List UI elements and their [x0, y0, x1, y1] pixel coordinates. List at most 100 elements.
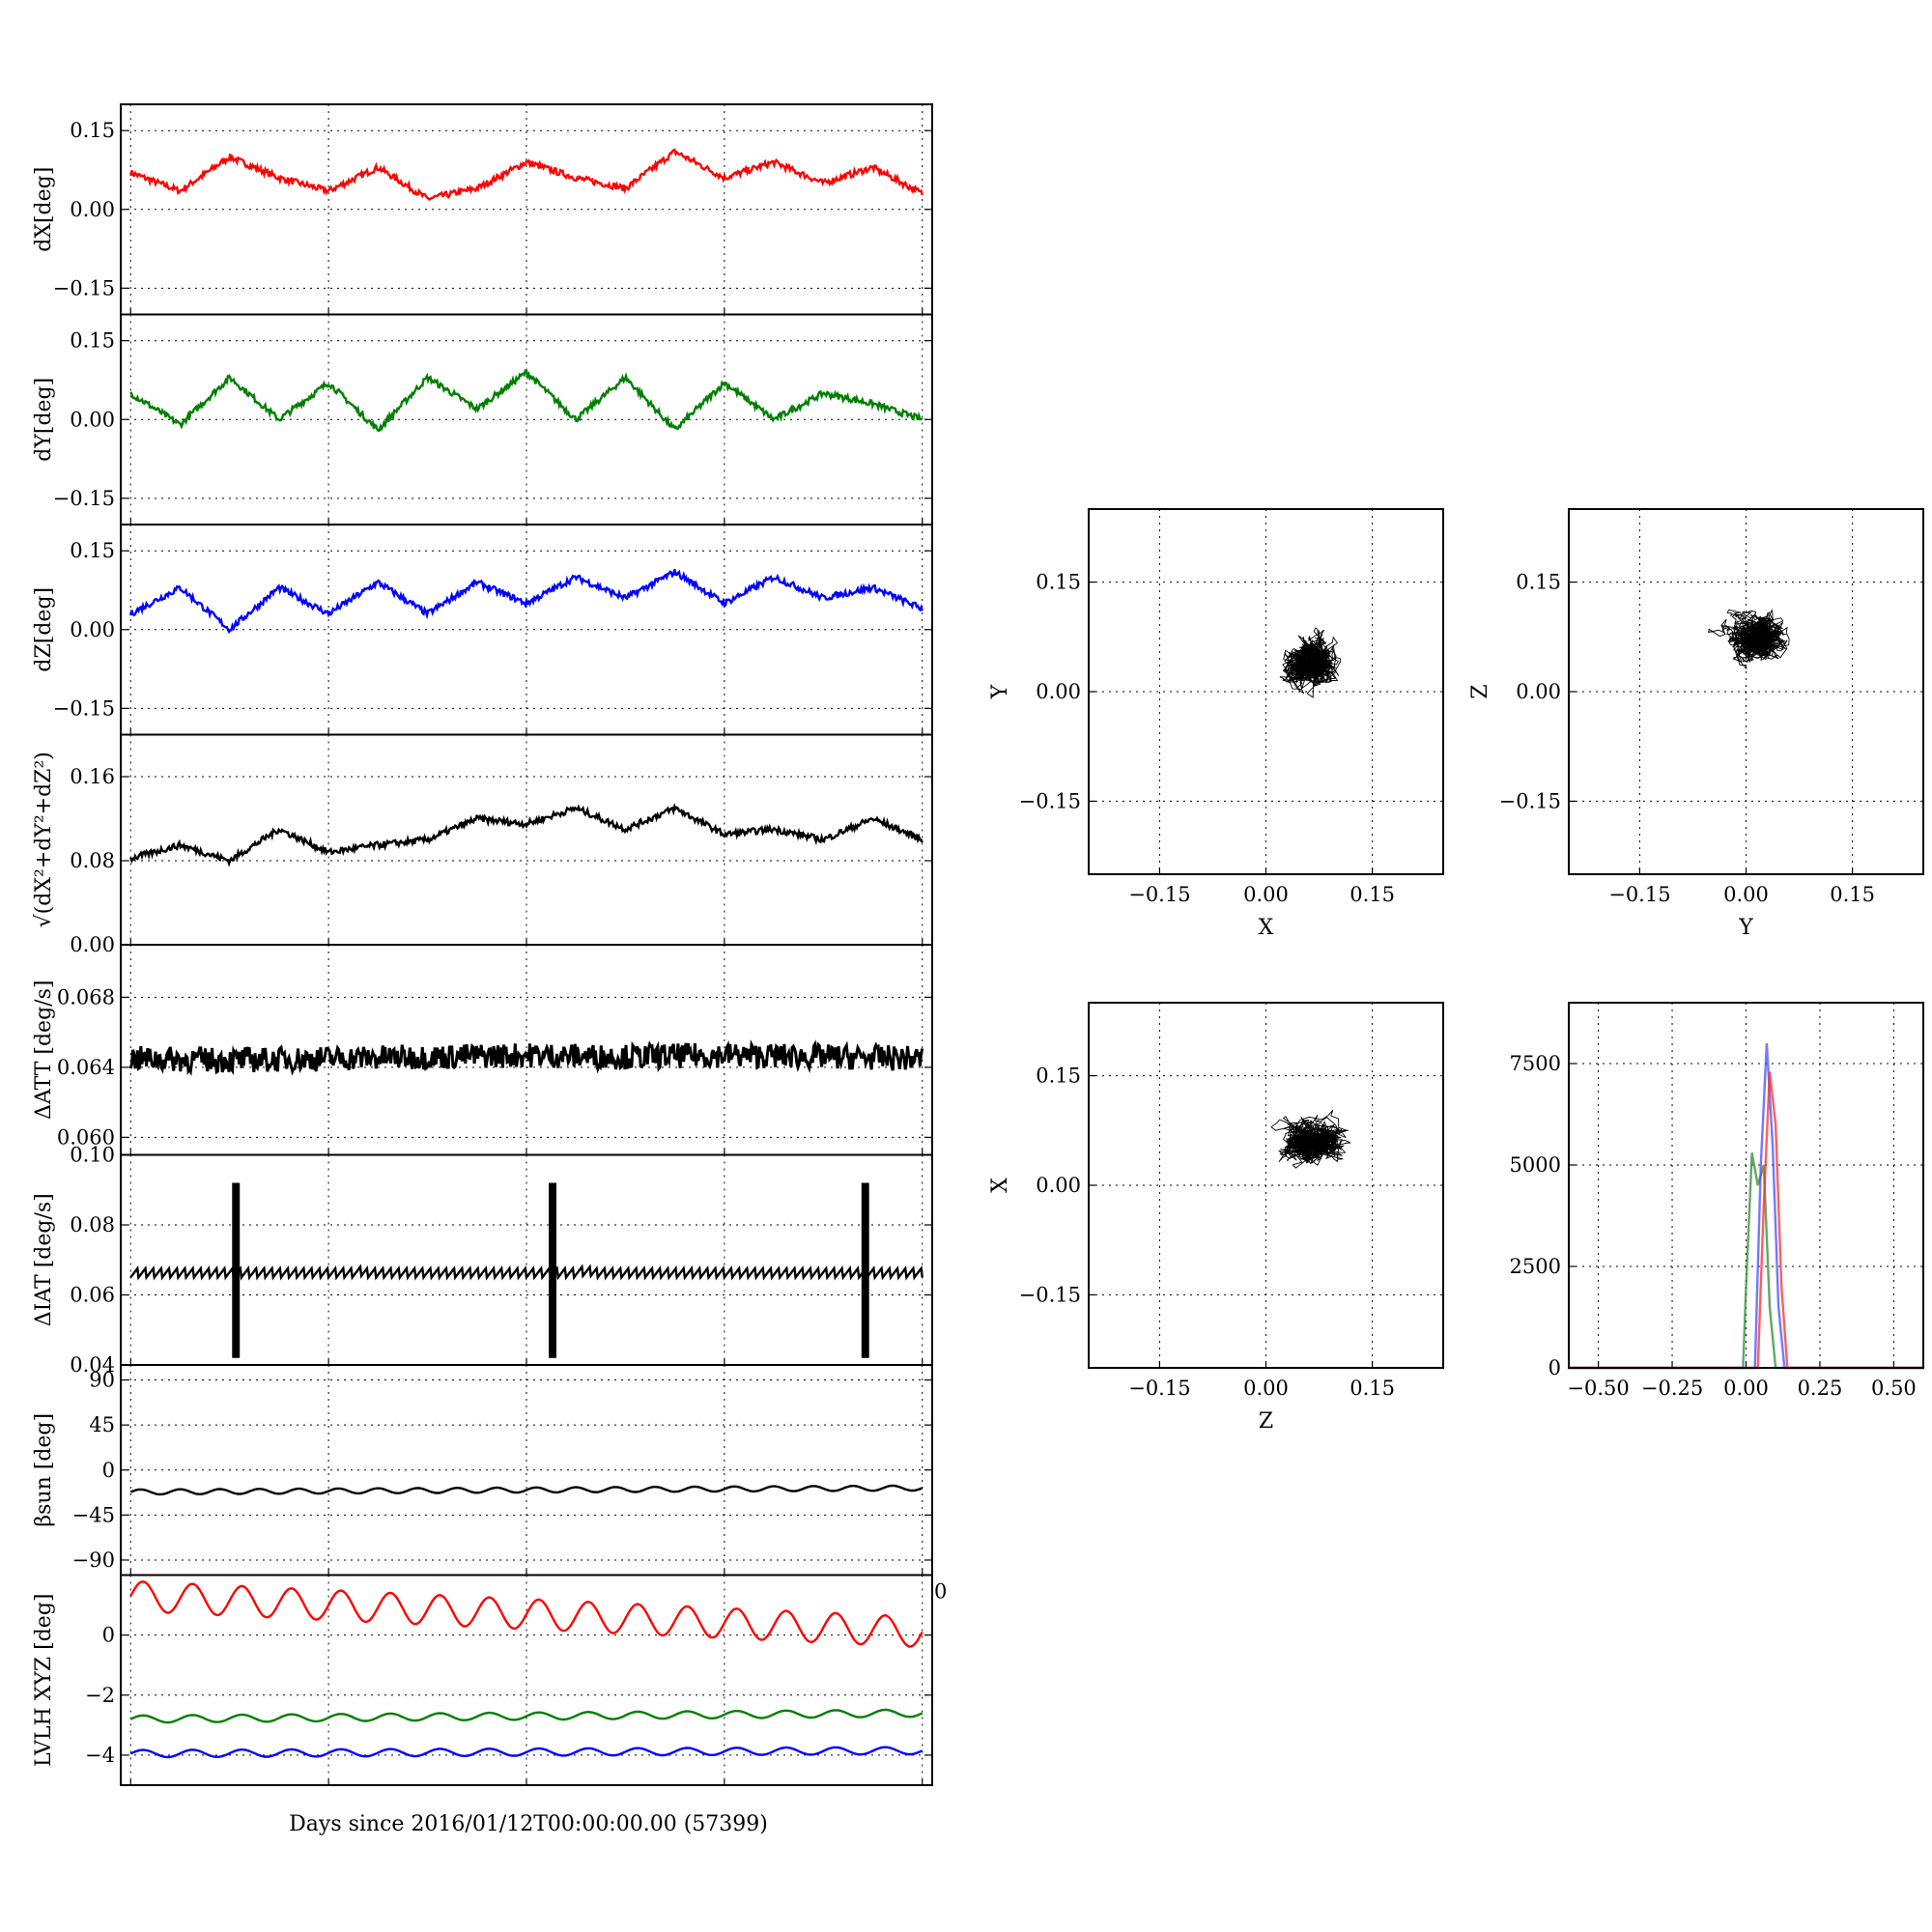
y-tick-label: 0.06	[70, 1284, 115, 1307]
x-axis-label: X	[1259, 916, 1274, 940]
panel-beta: −90 −45 0 45 90 βsun [deg]	[32, 1364, 933, 1577]
x-tick-label: 0.25	[1798, 1377, 1843, 1400]
y-axis-label: ΔIAT [deg/s]	[32, 1193, 56, 1326]
panel-frame	[120, 944, 933, 1156]
time-axis-label: Days since 2016/01/12T00:00:00.00 (57399…	[289, 1812, 768, 1836]
y-tick-label: 0.00	[70, 933, 115, 956]
y-axis-label: dZ[deg]	[32, 587, 56, 672]
x-tick-label: 0.00	[1723, 1377, 1769, 1400]
panel-frame	[120, 733, 933, 946]
panel-scatter_xy: −0.15 0.00 0.15 −0.15 0.00 0.15 X Y	[988, 508, 1444, 940]
panel-frame	[1568, 508, 1924, 875]
y-tick-label: 0	[1548, 1356, 1561, 1379]
panel-dY: −0.15 0.00 0.15 dY[deg]	[32, 313, 933, 526]
y-tick-label: −0.15	[53, 276, 115, 299]
x-tick-label: 0.15	[1350, 1377, 1395, 1400]
series-line-dR	[129, 803, 923, 867]
x-tick-label: 0.15	[1830, 883, 1875, 906]
y-tick-label: −4	[85, 1744, 115, 1767]
panel-frame	[1088, 1002, 1444, 1369]
panel-frame	[120, 1574, 933, 1786]
series-line-beta	[129, 1484, 923, 1496]
x-tick-label: 0.00	[1723, 883, 1769, 906]
y-axis-label: Z	[1468, 684, 1492, 698]
panel-frame	[120, 1153, 933, 1366]
scatter-trace-scatter_zx	[1270, 1109, 1351, 1169]
y-tick-label: 0.00	[1036, 1174, 1081, 1197]
series-line-lvlh	[129, 1708, 923, 1724]
histogram-series	[1569, 1152, 1923, 1370]
y-tick-label: −45	[72, 1503, 115, 1526]
y-tick-label: 0	[102, 1459, 115, 1482]
y-tick-label: 0.00	[70, 198, 115, 221]
plots-layer: −0.15 0.00 0.15 dX[deg] −0.15 0.00 0.15 dY[deg]…	[32, 103, 1924, 1786]
y-tick-label: 0.00	[1036, 680, 1081, 703]
series-line-dATT	[128, 1038, 924, 1077]
panel-frame	[1568, 1002, 1924, 1369]
scatter-trace-scatter_yz	[1708, 609, 1790, 669]
x-tick-label: −0.50	[1567, 1377, 1629, 1400]
x-axis-label: Y	[1738, 916, 1753, 940]
y-tick-label: 0.15	[1036, 1065, 1081, 1088]
y-tick-label: −0.15	[1019, 789, 1081, 812]
y-tick-label: 0.068	[57, 985, 115, 1009]
panel-dX: −0.15 0.00 0.15 dX[deg]	[32, 103, 933, 316]
y-axis-label: √(dX²+dY²+dZ²)	[32, 752, 56, 927]
y-axis-label: Y	[988, 684, 1012, 699]
panel-frame	[1088, 508, 1444, 875]
x-tick-label: −0.15	[1128, 1377, 1190, 1400]
y-tick-label: 0.15	[70, 329, 115, 353]
panel-dZ: −0.15 0.00 0.15 dZ[deg]	[32, 524, 933, 736]
y-tick-label: 0.060	[57, 1125, 115, 1149]
y-axis-label: dY[deg]	[32, 378, 56, 462]
series-line-lvlh	[129, 1580, 923, 1648]
y-tick-label: −90	[72, 1548, 115, 1572]
panel-dIAT: 0.04 0.06 0.08 0.10 ΔIAT [deg/s]	[32, 1144, 933, 1377]
y-tick-label: −0.15	[53, 696, 115, 720]
panel-lvlh: −4 −2 0 LVLH XYZ [deg] 0	[32, 1574, 947, 1786]
scatter-trace-scatter_xy	[1279, 627, 1341, 698]
x-axis-label: Z	[1259, 1409, 1273, 1434]
y-axis-label: X	[988, 1178, 1012, 1193]
y-tick-label: 45	[89, 1413, 115, 1436]
y-tick-label: 90	[89, 1369, 115, 1392]
y-axis-label: ΔATT [deg/s]	[32, 980, 56, 1120]
panel-scatter_yz: −0.15 0.00 0.15 −0.15 0.00 0.15 Y Z	[1468, 508, 1924, 940]
x-tick-label: 0.50	[1871, 1377, 1917, 1400]
series-line-lvlh	[129, 1746, 923, 1759]
y-tick-label: 0.15	[1516, 571, 1561, 594]
x-tick-label: −0.25	[1641, 1377, 1703, 1400]
histogram-series	[1569, 1071, 1923, 1370]
y-tick-label: 0.08	[70, 849, 115, 872]
y-tick-label: 0.10	[70, 1144, 115, 1167]
x-tick-label: −0.15	[1608, 883, 1670, 906]
panel-dR: 0.00 0.08 0.16 √(dX²+dY²+dZ²)	[32, 733, 933, 956]
y-tick-label: −0.15	[1019, 1283, 1081, 1306]
y-tick-label: 0.064	[57, 1056, 115, 1079]
panel-scatter_zx: −0.15 0.00 0.15 −0.15 0.00 0.15 Z X	[988, 1002, 1444, 1434]
y-tick-label: 0.15	[70, 539, 115, 562]
y-axis-label: dX[deg]	[32, 167, 56, 252]
y-tick-label: 0.08	[70, 1213, 115, 1236]
y-tick-label: 0.15	[70, 119, 115, 142]
series-line-dIAT	[129, 1264, 923, 1281]
y-tick-label: 5000	[1510, 1153, 1561, 1177]
x-tick-label: 0.00	[1243, 1377, 1289, 1400]
y-tick-label: 0.16	[70, 765, 115, 788]
y-tick-label: 0.00	[70, 618, 115, 641]
y-tick-label: 0.15	[1036, 571, 1081, 594]
y-axis-label: βsun [deg]	[32, 1413, 56, 1527]
edge-tick-label: 0	[934, 1580, 947, 1604]
series-line-dX	[129, 148, 923, 201]
y-tick-label: 7500	[1510, 1052, 1561, 1075]
x-tick-label: 0.15	[1350, 883, 1395, 906]
y-tick-label: −2	[85, 1684, 115, 1707]
series-line-dY	[129, 369, 923, 433]
x-tick-label: 0.00	[1243, 883, 1289, 906]
y-tick-label: −0.15	[53, 487, 115, 510]
y-tick-label: 0.04	[70, 1353, 115, 1377]
y-tick-label: 0.00	[1516, 680, 1561, 703]
y-axis-label: LVLH XYZ [deg]	[32, 1594, 56, 1768]
